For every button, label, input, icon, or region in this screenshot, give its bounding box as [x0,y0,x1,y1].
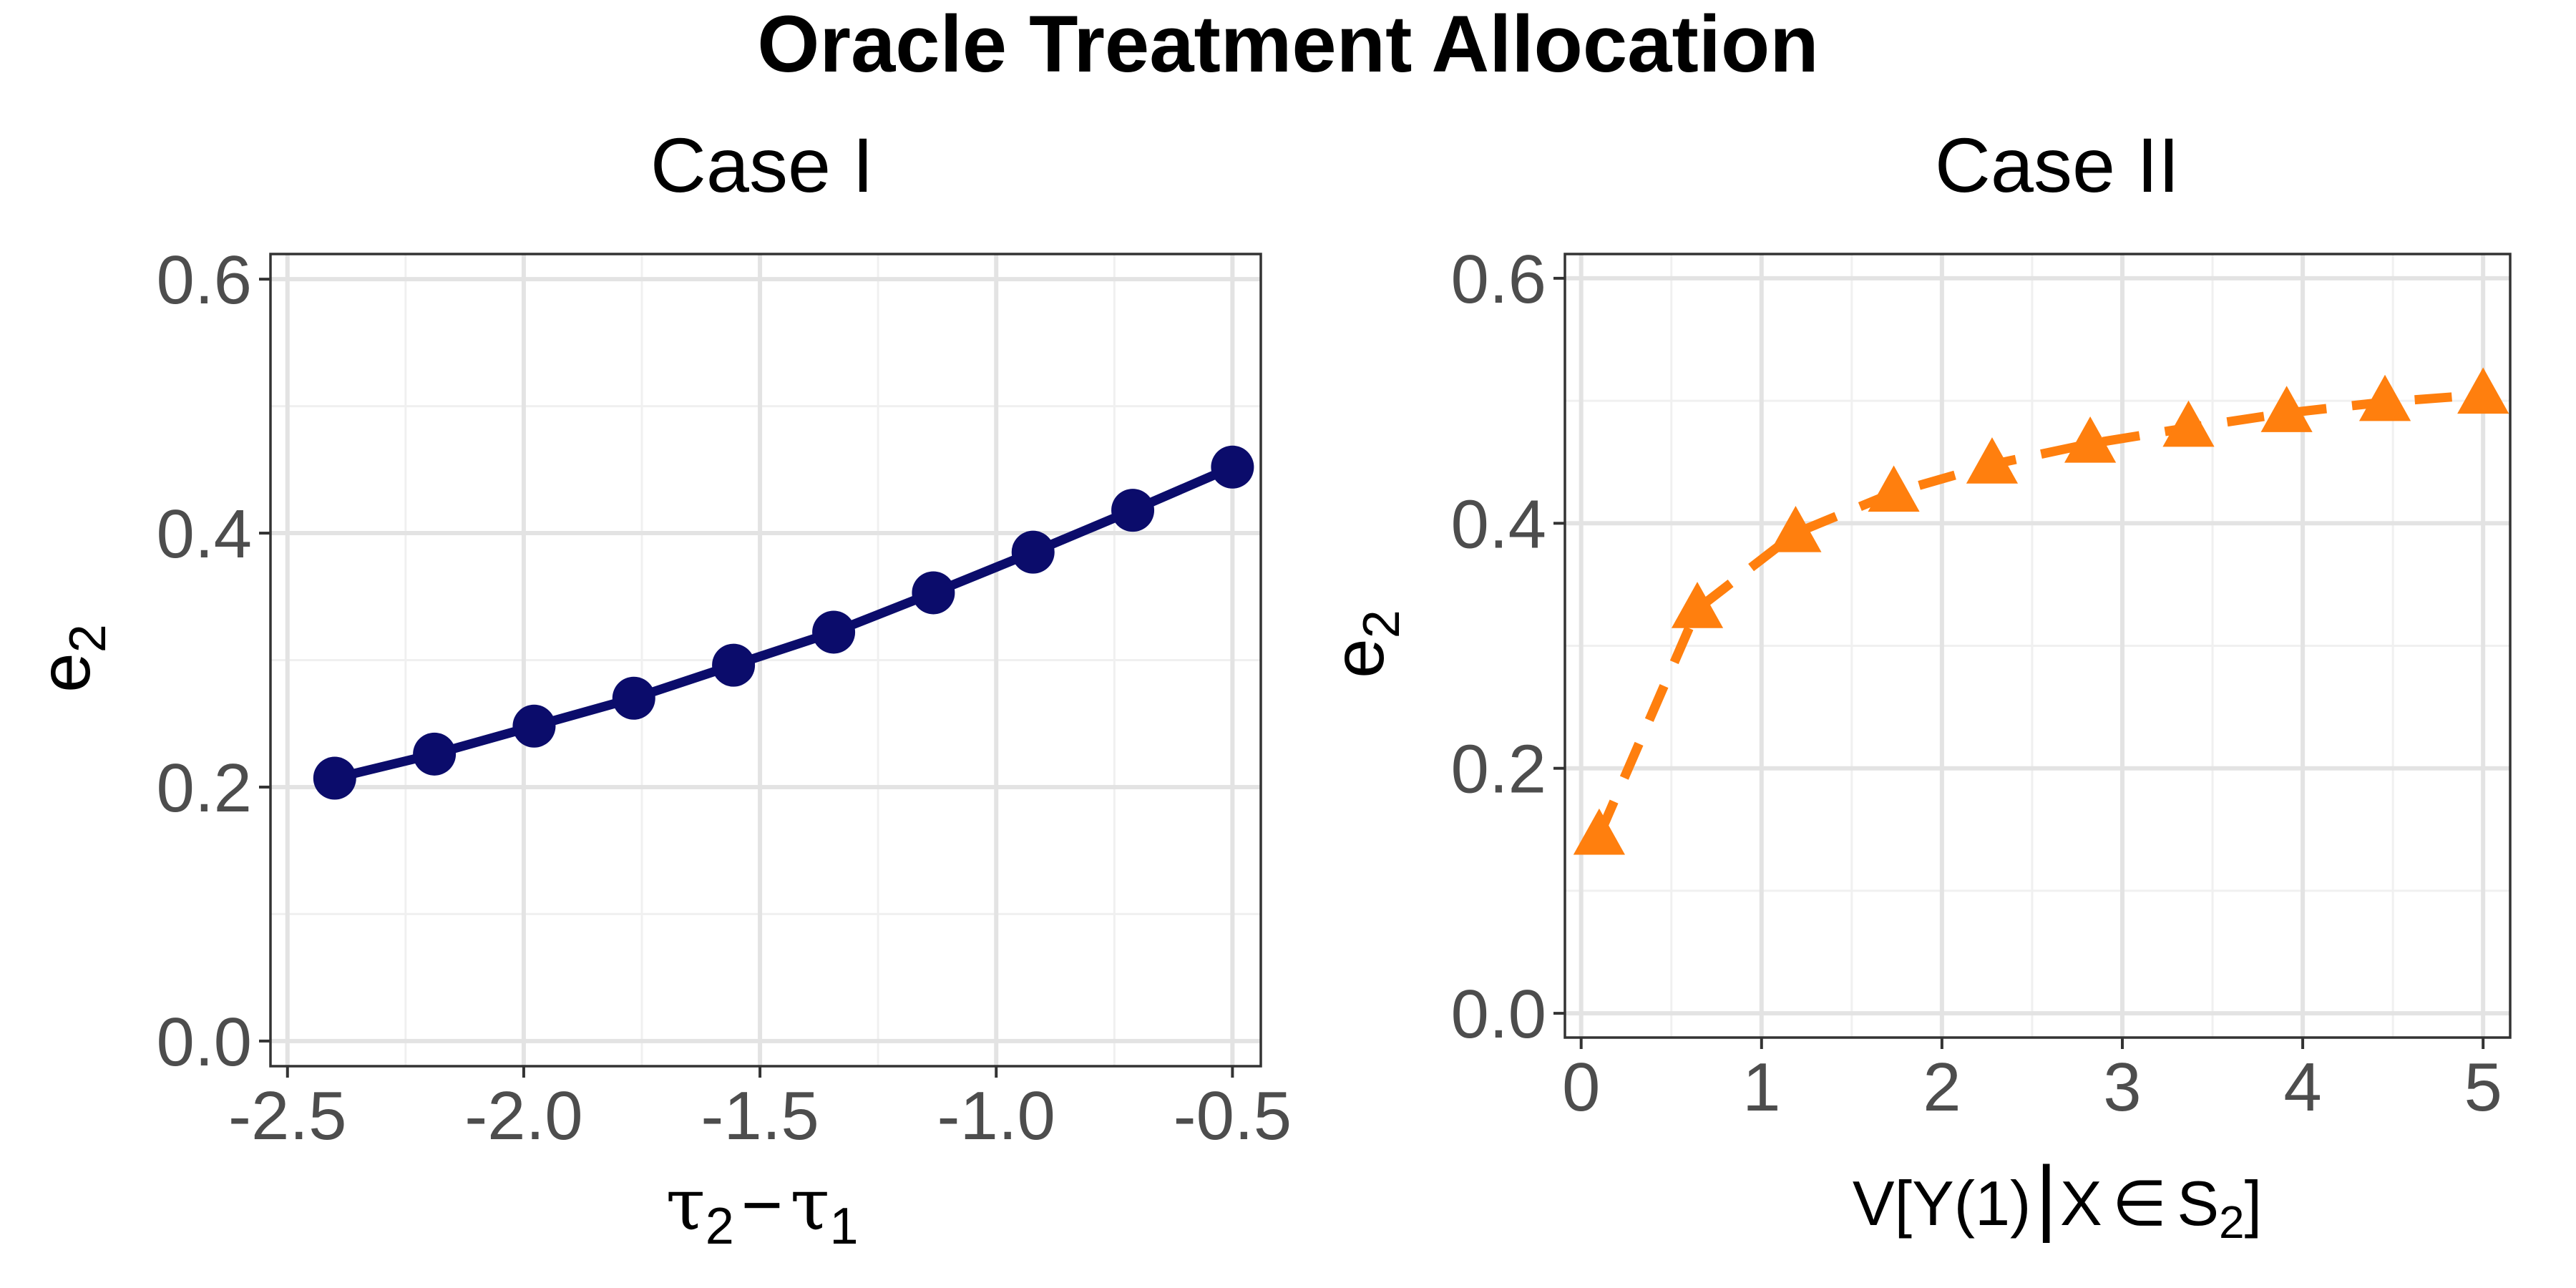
case-1-y-axis-label: e2 [25,624,117,693]
y-tick-label: 0.4 [157,496,252,572]
data-point [2162,400,2215,447]
data-point [1770,505,1822,552]
y-tick-label: 0.2 [157,750,252,826]
x-tick-label: 3 [2103,1049,2141,1126]
x-tick-label: 0 [1562,1049,1600,1126]
data-point [1671,582,1724,628]
x-tick-label: -2.0 [464,1078,582,1154]
data-point [2457,367,2509,414]
data-point [2064,416,2117,463]
data-point [1868,465,1920,512]
data-point [912,571,955,615]
data-point [313,756,356,800]
case-1-series [313,445,1254,800]
data-point [1011,530,1055,574]
case-1-grid [270,254,1261,1066]
series-line [333,462,1234,783]
data-point [1111,489,1155,532]
case-1-x-axis-label: τ2− τ1 [665,1163,858,1255]
case-1-panel: Case I -2.5 -2.0 -1.5 -1.0 -0.50.00.20.40.6 … [25,122,1292,1255]
x-tick-label: 2 [1923,1049,1961,1126]
conditional-bar: | [2035,1149,2057,1244]
case-2-x-axis-label: V[Y(1)|X ∈ S2] [1853,1149,2262,1248]
x-tick-label: -2.5 [228,1078,346,1154]
x-tick-label: -0.5 [1174,1078,1292,1154]
case-2-axes: 0 1 2 3 4 5 0.0 0.2 0.4 0.6 [1451,241,2512,1126]
case-2-grid [1565,254,2510,1038]
data-point [1966,437,2019,484]
x-tick-label: 4 [2283,1049,2321,1126]
y-tick-label: 0.2 [1451,731,1546,808]
data-point [413,732,457,776]
case-2-y-axis-label: e2 [1319,610,1410,678]
case-1-axes: -2.5 -2.0 -1.5 -1.0 -0.5 0.0 0.2 0.4 0.6 [157,242,1292,1154]
y-tick-label: 0.6 [157,242,252,318]
y-tick-label: 0.4 [1451,486,1546,562]
data-point [1573,808,1625,855]
case-2-title: Case II [1935,122,2180,208]
panel-border [1563,253,2512,1039]
case-1-title: Case I [650,122,874,208]
x-tick-label: -1.5 [701,1078,819,1154]
case-2-panel: Case II 0 1 2 3 4 5 0.0 0.2 0.4 0.6 e2 V[Y(1)|X ∈ S… [1319,122,2512,1248]
panel-border [269,253,1262,1068]
data-point [512,704,556,748]
data-point [812,610,856,654]
data-point [1211,445,1254,489]
y-tick-label: 0.0 [1451,976,1546,1053]
series-line [1594,390,2484,838]
data-point [2358,374,2411,421]
y-tick-label: 0.6 [1451,241,1546,318]
figure-title: Oracle Treatment Allocation [757,0,1818,89]
x-tick-label: 1 [1742,1049,1780,1126]
data-point [2260,386,2313,432]
x-tick-label: 5 [2464,1049,2502,1126]
data-point [612,676,655,720]
x-tick-label: -1.0 [937,1078,1055,1154]
y-tick-label: 0.0 [157,1004,252,1080]
data-point [712,643,756,687]
case-2-series [1573,367,2509,855]
